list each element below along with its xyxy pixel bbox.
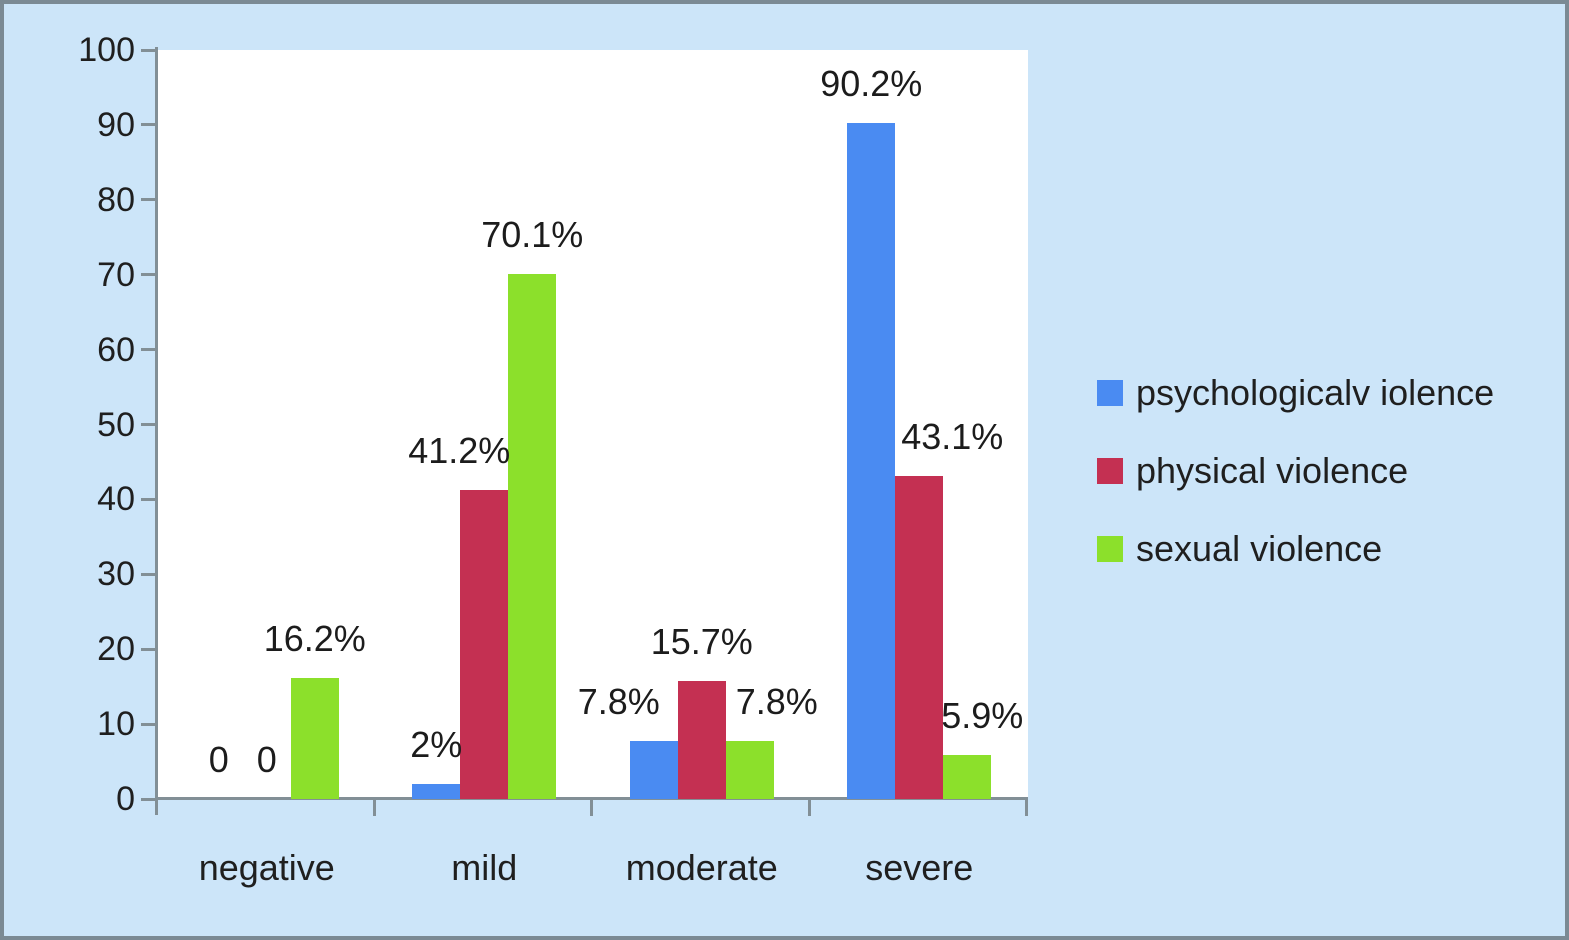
bar-moderate-series1: [629, 740, 678, 799]
y-tick: [141, 198, 155, 202]
y-axis-tick-label: 30: [97, 555, 135, 594]
x-tick: [1025, 800, 1028, 816]
y-tick: [141, 647, 155, 651]
bar-moderate-series3: [725, 740, 774, 799]
data-label-moderate-series3: 7.8%: [735, 680, 818, 722]
y-tick: [141, 348, 155, 352]
y-axis-line: [155, 47, 158, 815]
x-category-label-mild: mild: [451, 847, 518, 888]
x-category-label-negative: negative: [198, 847, 335, 888]
legend-label: psychologicalv iolence: [1136, 372, 1495, 413]
data-label-negative-series3: 16.2%: [263, 617, 366, 659]
y-axis-tick-label: 90: [97, 105, 135, 144]
y-axis-tick-label: 0: [116, 780, 135, 818]
data-label-severe-series2: 43.1%: [901, 416, 1004, 458]
legend: psychologicalv iolence physical violence s…: [1097, 367, 1494, 601]
bar-moderate-series2: [677, 681, 726, 799]
x-category-label-severe: severe: [865, 847, 974, 888]
legend-item-series3: sexual violence: [1097, 523, 1494, 575]
data-label-moderate-series2: 15.7%: [650, 621, 753, 663]
bar-severe-series3: [943, 754, 992, 799]
legend-swatch-icon: [1097, 536, 1123, 562]
bar-severe-series1: [847, 123, 896, 799]
bar-mild-series2: [460, 490, 509, 799]
data-label-mild-series3: 70.1%: [481, 213, 584, 255]
y-tick: [141, 722, 155, 726]
data-label-severe-series3: 5.9%: [941, 694, 1024, 736]
y-axis-tick-label: 40: [97, 480, 135, 519]
legend-item-series1: psychologicalv iolence: [1097, 367, 1494, 419]
y-tick: [141, 123, 155, 127]
data-label-negative-series1: 0: [208, 739, 229, 780]
y-tick: [141, 423, 155, 426]
data-label-moderate-series1: 7.8%: [577, 680, 660, 722]
data-label-mild-series2: 41.2%: [408, 430, 511, 472]
x-tick: [372, 800, 376, 816]
bar-mild-series1: [412, 784, 461, 799]
y-tick: [141, 273, 155, 277]
x-axis-line: [155, 797, 1028, 800]
y-tick: [141, 797, 155, 801]
legend-label: physical violence: [1136, 450, 1409, 491]
y-tick: [141, 48, 155, 52]
x-category-label-moderate: moderate: [625, 847, 778, 888]
y-axis-tick-label: 20: [97, 630, 135, 669]
data-label-mild-series1: 2%: [410, 724, 463, 766]
bar-mild-series3: [508, 273, 557, 799]
legend-label: sexual violence: [1136, 528, 1383, 569]
legend-item-series2: physical violence: [1097, 445, 1494, 497]
x-tick: [590, 800, 593, 816]
y-axis-tick-label: 50: [97, 405, 135, 444]
y-axis-tick-label: 60: [97, 330, 135, 369]
y-axis-tick-label: 70: [97, 255, 135, 294]
data-label-negative-series2: 0: [256, 739, 277, 780]
y-axis-tick-label: 80: [97, 180, 135, 219]
y-tick: [141, 572, 155, 576]
x-tick: [807, 800, 811, 816]
bar-severe-series2: [895, 476, 944, 799]
legend-swatch-icon: [1097, 380, 1123, 406]
bar-negative-series3: [290, 677, 339, 799]
legend-swatch-icon: [1097, 458, 1123, 484]
y-tick: [141, 497, 155, 501]
y-axis-tick-label: 10: [97, 705, 135, 744]
y-axis-tick-label: 100: [78, 31, 135, 69]
data-label-severe-series1: 90.2%: [820, 63, 923, 105]
